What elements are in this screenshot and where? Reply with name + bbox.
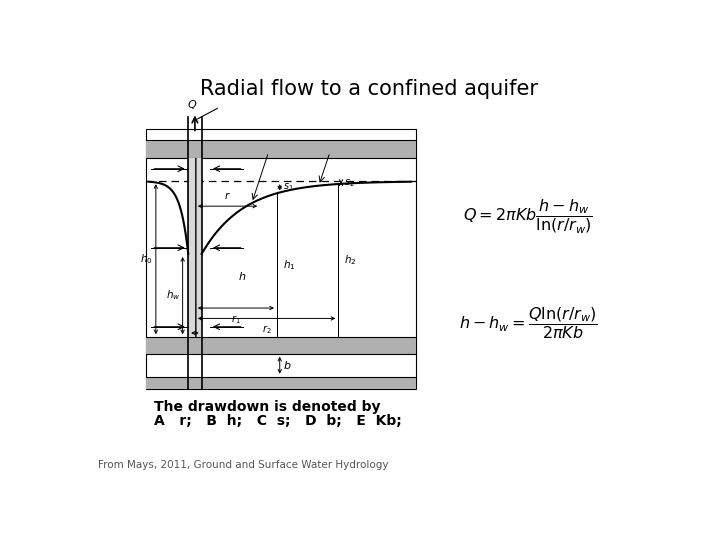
Text: A   r;   B  h;   C  s;   D  b;   E  Kb;: A r; B h; C s; D b; E Kb; (154, 414, 402, 428)
Text: The drawdown is denoted by: The drawdown is denoted by (154, 400, 381, 414)
Text: $Q = 2\pi Kb\dfrac{h - h_w}{\ln(r/r_w)}$: $Q = 2\pi Kb\dfrac{h - h_w}{\ln(r/r_w)}$ (463, 198, 593, 235)
Text: Radial flow to a confined aquifer: Radial flow to a confined aquifer (200, 79, 538, 99)
Text: $h$: $h$ (238, 270, 247, 282)
Bar (145, 129, 416, 389)
Text: $2r_w$: $2r_w$ (186, 315, 203, 328)
Text: $b$: $b$ (283, 359, 292, 371)
Text: From Mays, 2011, Ground and Surface Water Hydrology: From Mays, 2011, Ground and Surface Wate… (99, 460, 389, 470)
Text: $r_2$: $r_2$ (262, 323, 271, 336)
Text: $r_1$: $r_1$ (231, 313, 240, 326)
Text: $h_2$: $h_2$ (344, 254, 356, 267)
Bar (145, 337, 416, 354)
Text: $s_2$: $s_2$ (344, 177, 355, 188)
Text: $h_w$: $h_w$ (166, 289, 181, 302)
Bar (145, 377, 416, 389)
Text: $Q$: $Q$ (187, 98, 197, 111)
Bar (188, 158, 202, 337)
Text: $h_1$: $h_1$ (282, 258, 295, 272)
Text: $h_0$: $h_0$ (140, 252, 153, 266)
Bar (145, 140, 416, 158)
Text: $s_1$: $s_1$ (283, 181, 294, 193)
Text: $r$: $r$ (224, 190, 231, 201)
Text: $h - h_w = \dfrac{Q\ln(r/r_w)}{2\pi Kb}$: $h - h_w = \dfrac{Q\ln(r/r_w)}{2\pi Kb}$ (459, 305, 598, 341)
